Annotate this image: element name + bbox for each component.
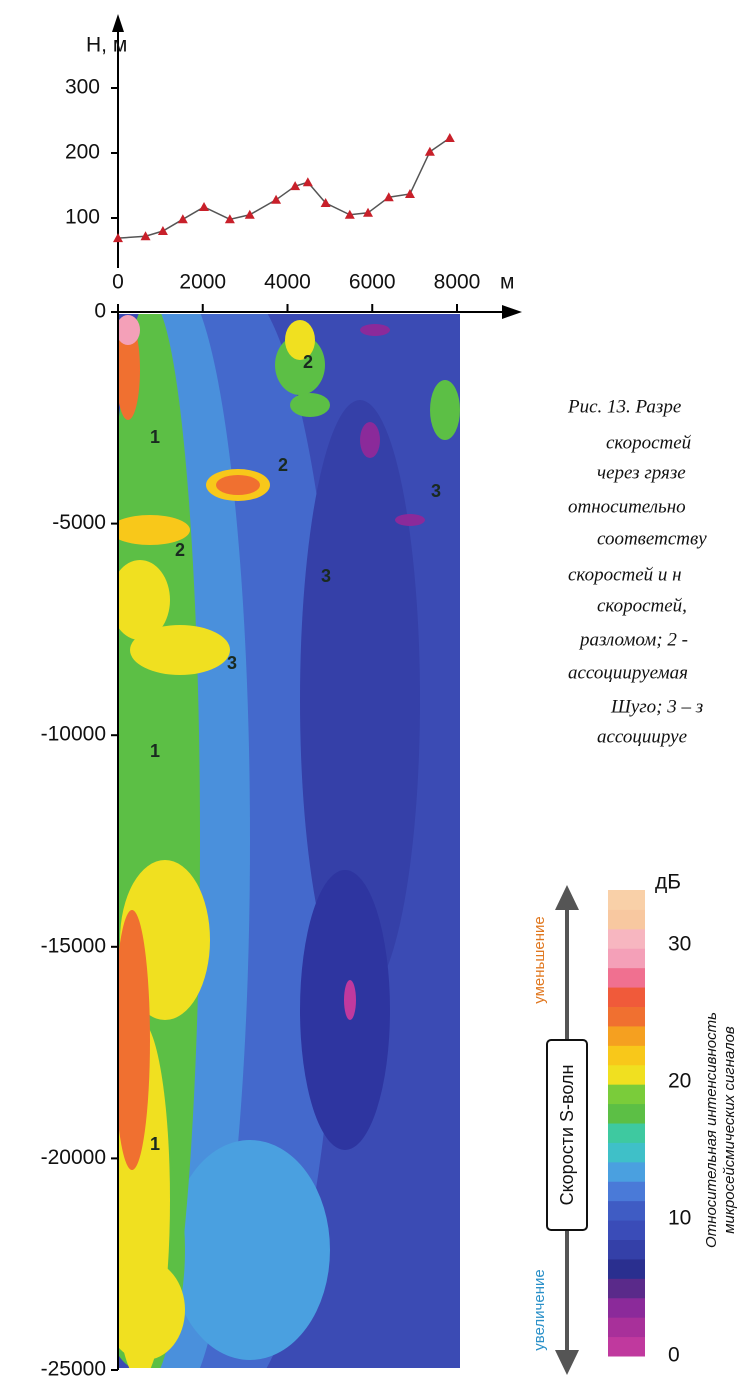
annotation: 1 xyxy=(150,741,160,761)
y-tick-label: -25000 xyxy=(41,1358,106,1381)
x-tick-label: 2000 xyxy=(179,271,226,294)
legend-top-label: уменьшение xyxy=(531,916,548,1003)
colorbar-step xyxy=(608,1337,645,1357)
colorbar-step xyxy=(608,1162,645,1182)
legend-bottom-label: увеличение xyxy=(531,1269,548,1350)
colorbar-step xyxy=(608,1317,645,1337)
caption-line: скоростей xyxy=(606,432,692,453)
colorbar-step xyxy=(608,1278,645,1298)
y-tick-label: -5000 xyxy=(52,511,106,534)
y-tick-label: 0 xyxy=(94,300,106,323)
profile-marker xyxy=(199,202,209,211)
axis-arrow xyxy=(502,305,522,319)
profile-y-label: H, м xyxy=(86,34,127,57)
colorbar-step xyxy=(608,1084,645,1104)
heatmap-region xyxy=(360,422,380,458)
annotation: 1 xyxy=(150,427,160,447)
colorbar-tick-label: 20 xyxy=(668,1069,691,1092)
heatmap-region xyxy=(116,315,140,345)
caption-line: скоростей, xyxy=(597,595,687,616)
profile-marker xyxy=(363,208,373,217)
profile-marker xyxy=(303,177,313,186)
heatmap-region xyxy=(216,475,260,495)
colorbar-step xyxy=(608,1007,645,1027)
arrow-head xyxy=(555,1350,579,1375)
heatmap-region xyxy=(360,324,390,336)
x-tick-label: 8000 xyxy=(434,271,481,294)
caption-line: Рис. 13. Разре xyxy=(567,396,681,417)
profile-marker xyxy=(245,210,255,219)
colorbar-step xyxy=(608,929,645,949)
y-tick-label: -15000 xyxy=(41,934,106,957)
profile-line xyxy=(118,138,450,238)
colorbar-step xyxy=(608,1142,645,1162)
colorbar-tick-label: 30 xyxy=(668,932,691,955)
y-tick-label: -20000 xyxy=(41,1146,106,1169)
colorbar-unit: дБ xyxy=(655,871,681,894)
colorbar-tick-label: 0 xyxy=(668,1344,680,1367)
profile-marker xyxy=(405,189,415,198)
heatmap-region xyxy=(130,625,230,675)
annotation: 3 xyxy=(321,566,331,586)
colorbar-step xyxy=(608,1259,645,1279)
colorbar-step xyxy=(608,987,645,1007)
caption-line: через грязе xyxy=(597,462,686,483)
colorbar-step xyxy=(608,1181,645,1201)
arrow-head xyxy=(555,885,579,910)
legend-arrow-label: Скорости S-волн xyxy=(557,1065,577,1206)
colorbar-step xyxy=(608,1298,645,1318)
profile-marker xyxy=(425,147,435,156)
x-tick-label: 0 xyxy=(112,271,124,294)
colorbar-step xyxy=(608,948,645,968)
x-axis-unit: м xyxy=(500,271,514,294)
colorbar-label: микросейсмических сигналов xyxy=(721,1026,738,1234)
profile-marker xyxy=(271,195,281,204)
axis-arrow xyxy=(112,14,124,32)
profile-marker xyxy=(178,214,188,223)
figure: H, м м Скорости S-волн уменьшение увелич… xyxy=(0,0,741,1381)
colorbar-step xyxy=(608,1065,645,1085)
profile-marker xyxy=(445,133,455,142)
heatmap-region xyxy=(170,1140,330,1360)
caption-line: скоростей и н xyxy=(568,564,682,585)
caption-line: ассоциируе xyxy=(597,726,687,747)
annotation: 2 xyxy=(303,352,313,372)
colorbar-step xyxy=(608,1220,645,1240)
caption-line: относительно xyxy=(568,496,686,517)
caption-line: соответству xyxy=(597,528,707,549)
profile-marker xyxy=(158,226,168,235)
colorbar-step xyxy=(608,1201,645,1221)
heatmap-region xyxy=(395,514,425,526)
colorbar-label: Относительная интенсивность xyxy=(703,1012,720,1248)
heatmap-region xyxy=(430,380,460,440)
y-tick-label: -10000 xyxy=(41,723,106,746)
colorbar-step xyxy=(608,909,645,929)
y-tick-label: 300 xyxy=(65,76,100,99)
annotation: 2 xyxy=(278,455,288,475)
caption-line: ассоциируемая xyxy=(568,662,688,683)
colorbar-step xyxy=(608,890,645,910)
y-tick-label: 200 xyxy=(65,141,100,164)
colorbar-step xyxy=(608,968,645,988)
annotation: 3 xyxy=(227,653,237,673)
y-tick-label: 100 xyxy=(65,206,100,229)
colorbar-step xyxy=(608,1104,645,1124)
colorbar-step xyxy=(608,1240,645,1260)
annotation: 2 xyxy=(175,540,185,560)
x-tick-label: 6000 xyxy=(349,271,396,294)
annotation: 1 xyxy=(150,1134,160,1154)
colorbar-step xyxy=(608,1045,645,1065)
colorbar-step xyxy=(608,1123,645,1143)
colorbar-step xyxy=(608,1026,645,1046)
caption-line: Шуго; 3 – з xyxy=(610,696,703,717)
heatmap-region xyxy=(290,393,330,417)
heatmap-region xyxy=(114,910,150,1170)
x-tick-label: 4000 xyxy=(264,271,311,294)
colorbar-tick-label: 10 xyxy=(668,1206,691,1229)
caption-line: разломом; 2 - xyxy=(578,629,688,650)
annotation: 3 xyxy=(431,481,441,501)
heatmap-region xyxy=(344,980,356,1020)
